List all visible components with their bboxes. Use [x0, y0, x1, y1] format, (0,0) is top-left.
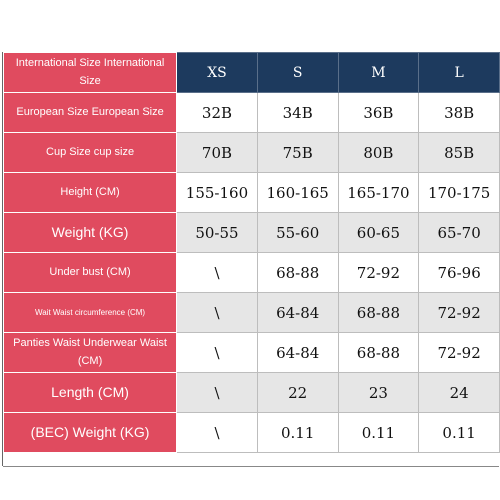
table-cell: 160-165 — [256, 172, 339, 213]
table-cell: 32B — [176, 92, 258, 133]
table-cell: 24 — [418, 372, 500, 413]
table-cell: 155-160 — [176, 172, 258, 213]
table-row-weight: Weight (KG) 50-55 55-60 60-65 65-70 — [2, 212, 500, 253]
table-bottom-border — [3, 466, 499, 467]
size-l-header: L — [418, 52, 500, 93]
table-cell: 68-88 — [337, 292, 420, 333]
table-cell: 165-170 — [337, 172, 420, 213]
table-cell: 75B — [256, 132, 339, 173]
table-row-cup-size: Cup Size cup size 70B 75B 80B 85B — [2, 132, 500, 173]
row-label: (BEC) Weight (KG) — [2, 412, 178, 453]
row-label: Length (CM) — [2, 372, 178, 413]
table-cell: 65-70 — [418, 212, 500, 253]
row-label: Wait Waist circumference (CM) — [2, 292, 178, 333]
row-label: Under bust (CM) — [2, 252, 178, 293]
table-cell: 76-96 — [418, 252, 500, 293]
table-cell: 34B — [256, 92, 339, 133]
row-label: Weight (KG) — [2, 212, 178, 253]
table-cell: \ — [176, 252, 258, 293]
row-label: Panties Waist Underwear Waist (CM) — [2, 332, 178, 373]
table-cell: 55-60 — [256, 212, 339, 253]
table-header-row: International Size International Size XS… — [2, 52, 500, 93]
table-cell: 22 — [256, 372, 339, 413]
table-cell: 72-92 — [418, 332, 500, 373]
table-cell: 64-84 — [256, 292, 339, 333]
table-cell: 0.11 — [418, 412, 500, 453]
table-cell: \ — [176, 412, 258, 453]
size-chart-table: International Size International Size XS… — [2, 52, 500, 453]
table-cell: 50-55 — [176, 212, 258, 253]
size-m-header: M — [337, 52, 420, 93]
table-left-border — [2, 52, 3, 466]
table-cell: 64-84 — [256, 332, 339, 373]
table-cell: 72-92 — [337, 252, 420, 293]
table-row-european-size: European Size European Size 32B 34B 36B … — [2, 92, 500, 133]
table-row-height: Height (CM) 155-160 160-165 165-170 170-… — [2, 172, 500, 213]
table-cell: 68-88 — [337, 332, 420, 373]
table-row-waist-circumference: Wait Waist circumference (CM) \ 64-84 68… — [2, 292, 500, 333]
row-label: Height (CM) — [2, 172, 178, 213]
size-s-header: S — [256, 52, 339, 93]
table-cell: 0.11 — [256, 412, 339, 453]
table-row-length: Length (CM) \ 22 23 24 — [2, 372, 500, 413]
row-label: Cup Size cup size — [2, 132, 178, 173]
table-cell: \ — [176, 372, 258, 413]
table-cell: 60-65 — [337, 212, 420, 253]
table-cell: 85B — [418, 132, 500, 173]
table-cell: 0.11 — [337, 412, 420, 453]
table-cell: 72-92 — [418, 292, 500, 333]
table-row-panties-waist: Panties Waist Underwear Waist (CM) \ 64-… — [2, 332, 500, 373]
row-label: European Size European Size — [2, 92, 178, 133]
table-cell: \ — [176, 332, 258, 373]
table-cell: 23 — [337, 372, 420, 413]
size-xs-header: XS — [176, 52, 258, 93]
table-row-bec-weight: (BEC) Weight (KG) \ 0.11 0.11 0.11 — [2, 412, 500, 453]
table-cell: 80B — [337, 132, 420, 173]
table-cell: 38B — [418, 92, 500, 133]
header-label: International Size International Size — [2, 52, 178, 93]
table-row-under-bust: Under bust (CM) \ 68-88 72-92 76-96 — [2, 252, 500, 293]
table-cell: 68-88 — [256, 252, 339, 293]
table-cell: 70B — [176, 132, 258, 173]
table-cell: 170-175 — [418, 172, 500, 213]
table-cell: 36B — [337, 92, 420, 133]
table-cell: \ — [176, 292, 258, 333]
